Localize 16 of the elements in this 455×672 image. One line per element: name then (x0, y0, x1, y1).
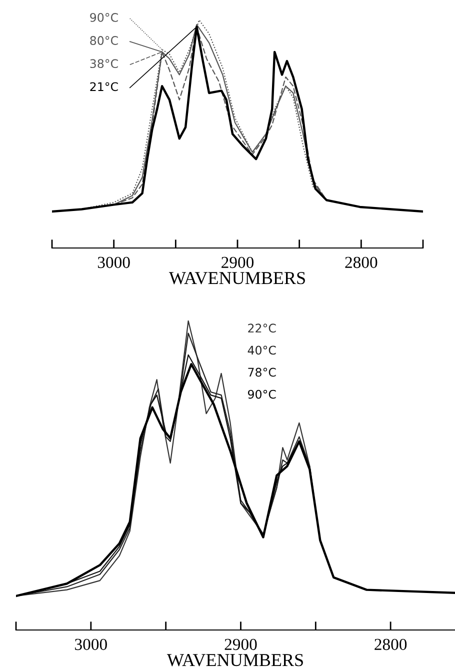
x-axis-title: WAVENUMBERS (168, 272, 305, 284)
x-axis-title: WAVENUMBERS (166, 654, 303, 666)
x-tick-label: 2900 (224, 638, 257, 650)
legend-label: 38°C (90, 59, 118, 68)
x-tick-label: 3000 (75, 638, 107, 650)
text: 78°C (248, 368, 276, 377)
text: 21°C (90, 82, 118, 92)
text: 40°C (248, 346, 276, 355)
x-tick-label: 2800 (374, 638, 407, 650)
text: 90°C (90, 12, 118, 22)
x-tick-label: 3000 (98, 256, 130, 268)
text: 22°C (248, 324, 276, 333)
legend-label: 80°C (90, 36, 118, 45)
text: 90°C (248, 390, 276, 399)
x-tick-label: 2800 (345, 256, 378, 268)
x-tick-label: 2900 (222, 256, 254, 268)
